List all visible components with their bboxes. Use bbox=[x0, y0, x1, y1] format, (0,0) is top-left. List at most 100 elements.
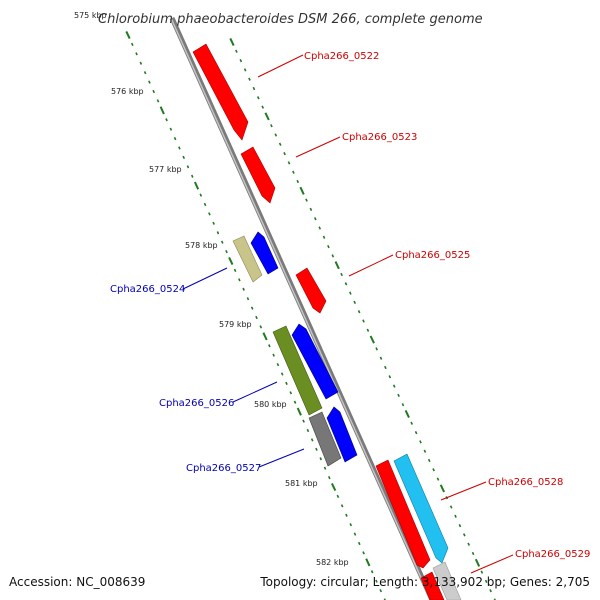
gene-cpha266-0523[interactable] bbox=[240, 146, 276, 204]
ruler-tick bbox=[366, 328, 370, 332]
gene-label-cpha266-0528[interactable]: Cpha266_0528 bbox=[488, 477, 563, 488]
gene-cpha266-0527[interactable] bbox=[326, 406, 358, 463]
ruler-tick bbox=[436, 477, 440, 481]
gene-cpha266-0529b[interactable] bbox=[432, 561, 462, 600]
ruler-tick bbox=[362, 319, 365, 323]
ruler-tick bbox=[340, 504, 344, 508]
ruler-tick bbox=[427, 458, 431, 463]
ruler-tick bbox=[362, 551, 365, 555]
ruler-tick bbox=[283, 151, 286, 156]
label-leader-lines bbox=[182, 54, 514, 574]
leader-cpha266-0522 bbox=[257, 54, 304, 78]
gene-cpha266-0527b[interactable] bbox=[308, 411, 342, 467]
ruler-tick bbox=[369, 335, 375, 344]
ruler-tick bbox=[242, 287, 245, 291]
ruler-tick bbox=[261, 105, 265, 109]
ruler-tick bbox=[471, 551, 475, 556]
gene-label-cpha266-0525[interactable]: Cpha266_0525 bbox=[395, 250, 470, 261]
ruler-tick bbox=[315, 447, 318, 451]
ruler-tick bbox=[220, 240, 224, 244]
gene-label-cpha266-0523[interactable]: Cpha266_0523 bbox=[342, 132, 417, 143]
ruler-tick bbox=[340, 272, 343, 277]
ruler-tick bbox=[276, 362, 280, 367]
gene-cpha266-0524[interactable] bbox=[250, 231, 279, 275]
ruler-tick bbox=[238, 278, 241, 282]
gene-cpha266-0525[interactable] bbox=[295, 267, 327, 314]
backbone-highlight bbox=[170, 17, 432, 600]
ruler-tick bbox=[248, 77, 251, 81]
ruler-tick bbox=[173, 136, 177, 141]
ruler-tick bbox=[250, 306, 254, 310]
ruler-tick bbox=[305, 198, 308, 202]
ruler-tick bbox=[357, 541, 361, 546]
ruler-tick bbox=[268, 344, 271, 348]
ruler-tick bbox=[388, 375, 392, 379]
gene-cpha266-0524b[interactable] bbox=[232, 235, 263, 283]
ruler-tick bbox=[186, 165, 190, 169]
ruler-tick bbox=[285, 381, 288, 386]
ruler-tick bbox=[432, 468, 435, 472]
leader-cpha266-0527 bbox=[258, 448, 305, 468]
ruler-tick bbox=[319, 457, 323, 461]
gene-cpha266-0528b[interactable] bbox=[393, 453, 449, 564]
ruler-tick bbox=[379, 588, 383, 593]
ruler-label-580: 580 kbp bbox=[254, 400, 287, 409]
ruler-tick bbox=[165, 118, 168, 122]
leader-cpha266-0526 bbox=[232, 381, 278, 403]
ruler-dots bbox=[125, 30, 496, 600]
ruler-tick bbox=[322, 235, 326, 239]
ruler-tick bbox=[489, 589, 492, 593]
ruler-tick bbox=[306, 428, 310, 433]
ruler-tick bbox=[139, 61, 143, 65]
gene-label-cpha266-0526[interactable]: Cpha266_0526 bbox=[159, 398, 234, 409]
ruler-tick bbox=[280, 372, 284, 376]
ruler-tick bbox=[156, 99, 160, 103]
ruler-tick bbox=[384, 365, 387, 370]
ruler-tick bbox=[299, 186, 305, 195]
ruler-tick bbox=[353, 532, 357, 536]
ruler-tick bbox=[349, 523, 353, 527]
genome-band-left bbox=[80, 0, 455, 600]
ruler-tick bbox=[454, 514, 457, 518]
ruler-tick bbox=[392, 384, 396, 388]
ruler-tick bbox=[169, 127, 173, 131]
ruler-tick bbox=[323, 466, 327, 470]
ruler-tick bbox=[193, 181, 200, 190]
ruler-tick bbox=[318, 226, 322, 230]
gene-labels: Cpha266_0522 Cpha266_0523 Cpha266_0525 C… bbox=[110, 51, 590, 560]
ruler-tick bbox=[262, 332, 268, 341]
gene-label-cpha266-0524[interactable]: Cpha266_0524 bbox=[110, 284, 185, 295]
ruler-tick bbox=[296, 179, 300, 184]
ruler-tick bbox=[296, 407, 302, 416]
ruler-tick bbox=[423, 449, 427, 453]
ruler-label-577: 577 kbp bbox=[149, 165, 182, 174]
ruler-label-581: 581 kbp bbox=[285, 479, 318, 488]
gene-cpha266-0526[interactable] bbox=[291, 323, 339, 400]
ruler-tick bbox=[270, 124, 273, 128]
ruler-tick bbox=[349, 291, 352, 295]
ruler-tick bbox=[152, 89, 156, 94]
ruler-tick bbox=[353, 300, 357, 305]
ruler-tick bbox=[272, 353, 275, 357]
ruler-tick bbox=[289, 391, 293, 395]
gene-cpha266-0522[interactable] bbox=[192, 43, 249, 141]
ruler-tick bbox=[439, 484, 446, 493]
leader-cpha266-0525 bbox=[348, 254, 394, 277]
ruler-tick bbox=[225, 249, 228, 254]
gene-label-cpha266-0529[interactable]: Cpha266_0529 bbox=[515, 549, 590, 560]
ruler-tick bbox=[419, 440, 422, 444]
gene-label-cpha266-0522[interactable]: Cpha266_0522 bbox=[304, 51, 379, 62]
ruler-tick bbox=[410, 421, 414, 425]
ruler-tick bbox=[344, 282, 348, 286]
gene-cpha266-0526b[interactable] bbox=[272, 325, 323, 416]
ruler-tick bbox=[252, 86, 256, 91]
ruler-tick bbox=[458, 523, 462, 528]
ruler-tick bbox=[370, 570, 374, 574]
ruler-tick bbox=[474, 558, 481, 567]
ruler-tick bbox=[493, 598, 496, 600]
gene-cpha266-0529[interactable] bbox=[420, 571, 445, 600]
ruler-tick bbox=[462, 533, 466, 537]
gene-label-cpha266-0527[interactable]: Cpha266_0527 bbox=[186, 463, 261, 474]
gene-cpha266-0528[interactable] bbox=[375, 459, 431, 569]
leader-cpha266-0529 bbox=[470, 554, 514, 574]
